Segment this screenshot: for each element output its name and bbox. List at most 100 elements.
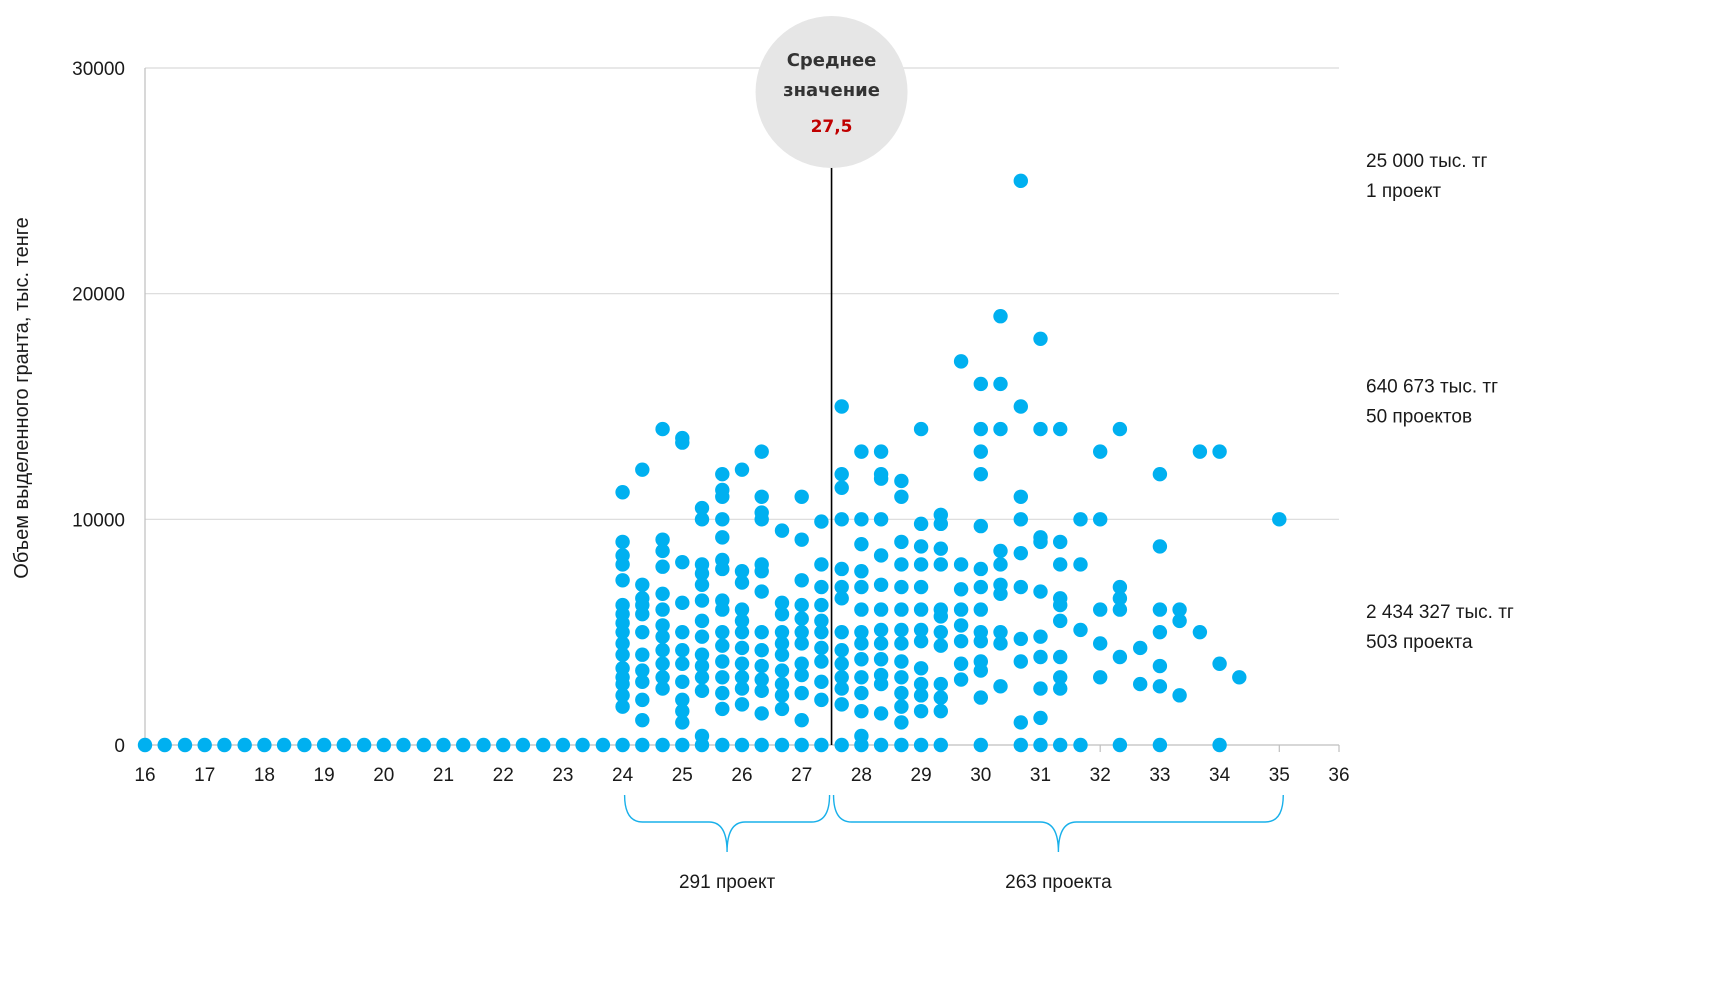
data-point — [1013, 173, 1028, 189]
data-point — [913, 516, 929, 532]
side-annotation-count: 1 проект — [1366, 181, 1441, 202]
data-point — [615, 661, 630, 676]
data-point — [794, 636, 809, 651]
data-point — [973, 561, 988, 577]
data-point — [973, 376, 988, 392]
x-tick-label: 25 — [672, 765, 693, 786]
data-point — [873, 652, 889, 667]
data-point — [873, 548, 889, 563]
data-point — [1152, 658, 1168, 674]
data-point — [734, 624, 750, 640]
x-tick-label: 22 — [493, 765, 514, 786]
data-point — [515, 737, 531, 753]
data-point — [1112, 421, 1128, 437]
data-point — [1053, 649, 1068, 665]
data-point — [814, 692, 829, 708]
data-point — [1013, 545, 1028, 561]
data-point — [416, 737, 431, 753]
data-point — [675, 737, 690, 753]
data-point — [1093, 670, 1108, 685]
data-point — [913, 557, 929, 572]
x-tick-label: 20 — [373, 765, 394, 786]
data-point — [873, 636, 889, 651]
data-point — [655, 643, 670, 658]
data-point — [336, 737, 352, 753]
data-point — [694, 512, 710, 527]
data-point — [615, 688, 630, 703]
data-point — [1112, 737, 1128, 753]
data-point — [834, 467, 849, 482]
data-point — [834, 697, 849, 712]
y-tick-label: 10000 — [72, 510, 125, 531]
data-point — [794, 624, 809, 640]
data-point — [655, 543, 670, 559]
data-point — [734, 640, 750, 656]
data-point — [595, 737, 611, 753]
data-point — [794, 667, 809, 683]
data-point — [715, 685, 730, 701]
data-point — [715, 593, 730, 608]
x-tick-label: 18 — [254, 765, 275, 786]
data-point — [635, 647, 650, 662]
data-point — [1093, 512, 1108, 527]
data-point — [913, 676, 929, 692]
data-points — [137, 173, 1287, 753]
data-point — [933, 541, 949, 556]
data-point — [1013, 489, 1028, 504]
data-point — [953, 672, 969, 687]
data-point — [754, 624, 769, 640]
data-point — [814, 557, 829, 572]
data-point — [655, 670, 670, 685]
data-point — [973, 654, 988, 669]
data-point — [993, 421, 1008, 437]
data-point — [933, 638, 949, 653]
data-point — [794, 573, 809, 588]
data-point — [834, 656, 849, 671]
data-point — [834, 737, 849, 753]
data-point — [1172, 688, 1187, 703]
data-point — [913, 703, 929, 719]
data-point — [873, 622, 889, 638]
mean-marker: Среднее значение 27,5 — [755, 16, 908, 745]
data-point — [774, 523, 790, 538]
data-point — [1093, 602, 1108, 617]
data-point — [615, 647, 630, 662]
data-point — [675, 555, 690, 570]
y-tick-label: 20000 — [72, 285, 125, 306]
data-point — [993, 543, 1008, 559]
data-point — [615, 534, 630, 550]
data-point — [694, 728, 710, 744]
data-point — [715, 530, 730, 545]
data-point — [814, 624, 829, 640]
data-point — [873, 706, 889, 721]
data-point — [913, 661, 929, 676]
data-point — [873, 444, 889, 459]
data-point — [953, 633, 969, 649]
data-point — [694, 557, 710, 572]
range-brace-label: 263 проекта — [1005, 872, 1112, 893]
data-point — [1152, 624, 1168, 640]
data-point — [1033, 584, 1048, 599]
data-point — [854, 670, 869, 685]
data-point — [873, 467, 889, 482]
data-point — [834, 591, 849, 606]
data-point — [1152, 737, 1168, 753]
data-point — [635, 624, 650, 640]
data-point — [1192, 624, 1208, 640]
data-point — [933, 737, 949, 753]
data-point — [734, 670, 750, 685]
data-point — [933, 676, 949, 692]
data-point — [973, 602, 988, 617]
data-point — [456, 737, 471, 753]
data-point — [754, 672, 769, 687]
data-point — [1132, 676, 1148, 692]
data-point — [655, 681, 670, 696]
data-point — [1033, 530, 1048, 545]
data-point — [894, 557, 909, 572]
data-point — [694, 629, 710, 644]
x-tick-label: 26 — [731, 765, 752, 786]
data-point — [734, 681, 750, 696]
data-point — [953, 557, 969, 572]
x-tick-label: 27 — [791, 765, 812, 786]
data-point — [774, 606, 790, 622]
